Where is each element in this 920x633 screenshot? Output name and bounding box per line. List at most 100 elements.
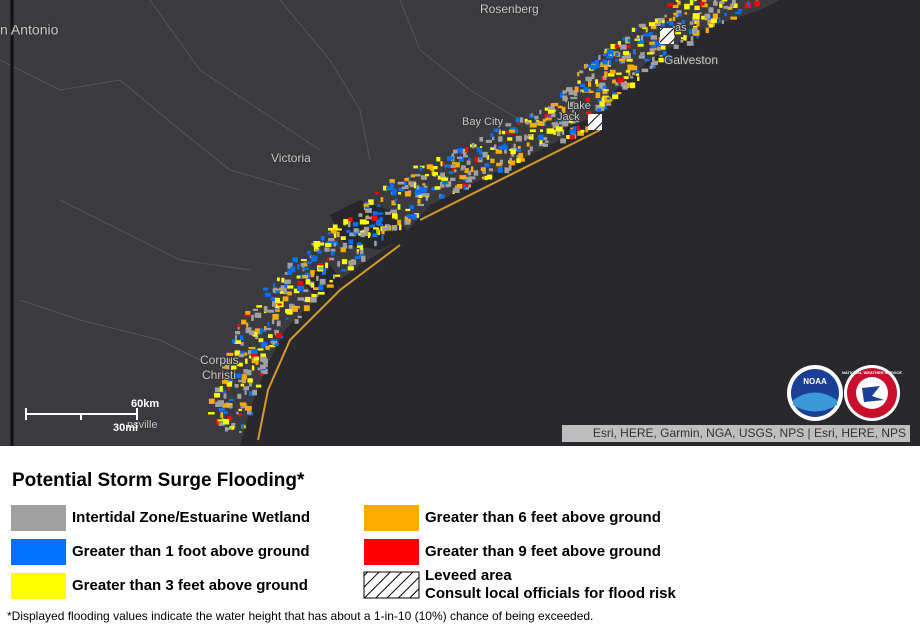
- flood-patch: [313, 287, 319, 290]
- flood-patch: [673, 17, 675, 21]
- flood-patch: [240, 342, 243, 346]
- attribution[interactable]: Esri, HERE, Garmin, NGA, USGS, NPS | Esr…: [593, 426, 906, 440]
- flood-patch: [214, 393, 220, 398]
- flood-patch: [305, 297, 310, 302]
- flood-patch: [239, 409, 242, 411]
- flood-patch: [642, 69, 649, 73]
- flood-patch: [527, 142, 530, 146]
- flood-patch: [652, 57, 655, 61]
- flood-patch: [410, 214, 417, 219]
- flood-patch: [232, 339, 235, 343]
- flood-patch: [547, 115, 551, 117]
- flood-patch: [504, 149, 507, 153]
- logo-text: NATIONAL WEATHER SERVICE: [842, 370, 902, 375]
- flood-patch: [610, 70, 616, 74]
- map[interactable]: Rosenberg n Antonio Victoria Bay City Ga…: [0, 0, 920, 446]
- flood-patch: [223, 419, 229, 424]
- flood-patch: [609, 60, 611, 65]
- legend-swatch: [11, 573, 66, 599]
- flood-patch: [307, 251, 310, 255]
- flood-patch: [236, 412, 238, 415]
- legend-label: Consult local officials for flood risk: [425, 585, 677, 602]
- flood-patch: [520, 117, 523, 122]
- flood-patch: [245, 391, 247, 395]
- flood-patch: [386, 187, 393, 190]
- flood-patch: [518, 153, 523, 159]
- place-label: Bay City: [462, 116, 503, 128]
- flood-patch: [690, 0, 694, 5]
- flood-patch: [474, 170, 479, 175]
- flood-patch: [465, 147, 468, 152]
- flood-patch: [457, 157, 462, 159]
- flood-patch: [425, 174, 429, 176]
- flood-patch: [722, 20, 724, 24]
- flood-patch: [247, 370, 252, 376]
- flood-patch: [241, 384, 245, 387]
- flood-patch: [607, 97, 610, 100]
- flood-patch: [607, 49, 614, 55]
- flood-patch: [283, 296, 289, 301]
- flood-patch: [621, 82, 628, 86]
- flood-patch: [615, 59, 617, 62]
- flood-patch: [240, 335, 244, 340]
- flood-patch: [581, 130, 585, 133]
- flood-patch: [243, 386, 249, 390]
- flood-patch: [627, 65, 634, 71]
- flood-patch: [318, 267, 323, 270]
- flood-patch: [480, 146, 482, 148]
- flood-patch: [724, 6, 729, 9]
- flood-patch: [331, 251, 335, 255]
- flood-patch: [348, 239, 353, 244]
- flood-patch: [630, 76, 633, 78]
- flood-patch: [397, 220, 401, 226]
- flood-patch: [577, 125, 580, 130]
- flood-patch: [260, 357, 267, 362]
- flood-patch: [626, 70, 630, 73]
- flood-patch: [238, 327, 240, 329]
- flood-patch: [676, 15, 678, 18]
- flood-patch: [676, 0, 679, 2]
- flood-patch: [395, 198, 397, 203]
- flood-patch: [342, 259, 347, 264]
- flood-patch: [341, 269, 346, 272]
- flood-patch: [603, 54, 607, 56]
- flood-patch: [239, 354, 245, 358]
- flood-patch: [379, 217, 383, 221]
- flood-patch: [453, 188, 459, 193]
- flood-patch: [341, 236, 346, 240]
- flood-patch: [218, 400, 224, 405]
- flood-patch: [612, 80, 616, 84]
- flood-patch: [405, 209, 410, 211]
- flood-patch: [539, 121, 545, 126]
- flood-patch: [220, 413, 223, 419]
- flood-patch: [364, 204, 369, 207]
- flood-patch: [330, 280, 333, 283]
- flood-patch: [481, 167, 486, 171]
- flood-patch: [348, 221, 351, 227]
- flood-patch: [415, 190, 421, 195]
- flood-patch: [575, 87, 579, 93]
- flood-patch: [467, 161, 471, 165]
- flood-patch: [490, 159, 494, 164]
- flood-patch: [225, 428, 232, 430]
- flood-patch: [286, 318, 289, 320]
- flood-patch: [617, 92, 622, 94]
- flood-patch: [303, 268, 310, 270]
- noaa-logo[interactable]: NOAA: [787, 365, 843, 421]
- flood-patch: [235, 331, 240, 334]
- legend-label: Greater than 9 feet above ground: [425, 543, 661, 560]
- flood-patch: [375, 192, 379, 194]
- flood-patch: [540, 129, 543, 132]
- flood-patch: [442, 162, 444, 166]
- flood-patch: [627, 59, 633, 62]
- flood-patch: [220, 386, 223, 392]
- flood-patch: [381, 231, 384, 234]
- flood-patch: [637, 77, 639, 81]
- flood-patch: [325, 243, 331, 247]
- flood-patch: [643, 34, 650, 37]
- flood-patch: [504, 167, 509, 173]
- flood-patch: [604, 71, 607, 77]
- flood-patch: [570, 97, 577, 99]
- flood-patch: [227, 383, 232, 387]
